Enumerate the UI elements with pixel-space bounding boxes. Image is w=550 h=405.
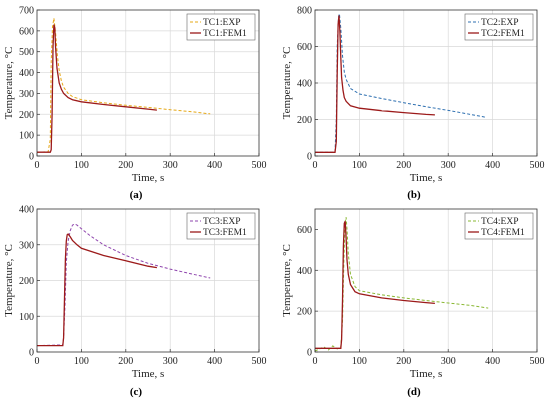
y-tick-label: 100 (19, 312, 34, 323)
y-tick-label: 200 (297, 307, 312, 318)
x-tick-label: 400 (485, 356, 500, 367)
legend-entry: TC4:FEM1 (481, 228, 525, 238)
y-tick-label: 400 (297, 79, 312, 90)
y-axis-label: Temperature, °C (3, 244, 15, 317)
series-line-tc1-exp (36, 18, 211, 153)
x-tick-label: 0 (313, 160, 318, 171)
x-tick-label: 200 (118, 160, 133, 171)
x-tick-label: 400 (485, 160, 500, 171)
y-tick-label: 0 (29, 152, 34, 163)
y-tick-label: 0 (307, 348, 312, 359)
x-tick-label: 200 (396, 356, 411, 367)
x-tick-label: 500 (530, 356, 545, 367)
y-tick-label: 600 (19, 26, 34, 37)
legend-entry: TC1:EXP (203, 18, 240, 28)
series-line-tc2-fem1 (315, 15, 435, 153)
x-tick-label: 500 (252, 160, 267, 171)
chart-panel-2: 0 100 200 300 400 500 0 200 400 600 800 Time, s Temp… (281, 6, 545, 202)
plot-frame (314, 208, 538, 353)
legend-box (186, 13, 256, 41)
x-tick-label: 100 (352, 160, 367, 171)
series-line-tc3-fem1 (37, 233, 158, 347)
chart-panel-4: 0 100 200 300 400 500 0 200 400 600 Time, s Tempera… (281, 208, 545, 398)
y-tick-label: 300 (19, 240, 34, 251)
x-tick-label: 0 (35, 356, 40, 367)
y-tick-label: 300 (19, 89, 34, 100)
x-tick-label: 100 (352, 356, 367, 367)
chart-panel-1: 0 100 200 300 400 500 0 100 200 300 400 500 600 700 Ti… (3, 6, 267, 202)
legend-entry: TC2:EXP (481, 18, 518, 28)
x-axis-label: Time, s (132, 172, 165, 184)
plot-frame (36, 9, 260, 157)
x-tick-label: 300 (441, 160, 456, 171)
x-tick-label: 300 (163, 160, 178, 171)
x-axis-label: Time, s (410, 368, 443, 380)
y-tick-label: 400 (19, 68, 34, 79)
x-axis-label: Time, s (132, 368, 165, 380)
x-tick-label: 100 (74, 356, 89, 367)
legend-box (464, 212, 534, 240)
x-tick-label: 400 (207, 160, 222, 171)
y-tick-label: 0 (307, 152, 312, 163)
y-tick-label: 400 (297, 266, 312, 277)
legend-entry: TC3:FEM1 (203, 228, 247, 238)
x-tick-label: 500 (530, 160, 545, 171)
legend-entry: TC3:EXP (203, 217, 240, 227)
y-tick-label: 600 (297, 225, 312, 236)
y-axis-label: Temperature, °C (281, 47, 293, 120)
legend-box (464, 13, 534, 41)
y-axis-label: Temperature, °C (281, 244, 293, 317)
x-axis-label: Time, s (410, 172, 443, 184)
y-tick-label: 800 (297, 6, 312, 17)
series-line-tc4-fem1 (315, 221, 435, 349)
x-tick-label: 100 (74, 160, 89, 171)
y-tick-label: 200 (19, 276, 34, 287)
legend-entry: TC1:FEM1 (203, 29, 247, 39)
x-tick-label: 300 (163, 356, 178, 367)
legend-box (186, 212, 256, 240)
x-tick-label: 400 (207, 356, 222, 367)
y-tick-label: 600 (297, 42, 312, 53)
x-tick-label: 200 (118, 356, 133, 367)
x-tick-label: 200 (396, 160, 411, 171)
legend-entry: TC4:EXP (481, 217, 518, 227)
y-tick-label: 400 (19, 205, 34, 216)
series-line-tc1-fem1 (37, 24, 157, 153)
y-tick-label: 100 (19, 131, 34, 142)
series-line-tc4-exp (314, 217, 489, 352)
panel-label: (a) (130, 189, 143, 201)
legend-entry: TC2:FEM1 (481, 29, 525, 39)
series-line-tc2-exp (315, 13, 486, 153)
y-tick-label: 0 (29, 348, 34, 359)
x-tick-label: 300 (441, 356, 456, 367)
x-tick-label: 0 (35, 160, 40, 171)
series-line-tc3-exp (36, 223, 211, 347)
y-axis-label: Temperature, °C (3, 47, 15, 120)
x-tick-label: 0 (313, 356, 318, 367)
y-tick-label: 500 (19, 47, 34, 58)
panel-label: (b) (407, 189, 421, 201)
chart-panel-3: 0 100 200 300 400 500 0 100 200 300 400 Time, s Temp… (3, 205, 267, 399)
y-tick-label: 700 (19, 6, 34, 17)
x-tick-label: 500 (252, 356, 267, 367)
y-tick-label: 200 (19, 110, 34, 121)
panel-label: (c) (130, 386, 143, 398)
y-tick-label: 200 (297, 115, 312, 126)
panel-label: (d) (407, 386, 421, 398)
